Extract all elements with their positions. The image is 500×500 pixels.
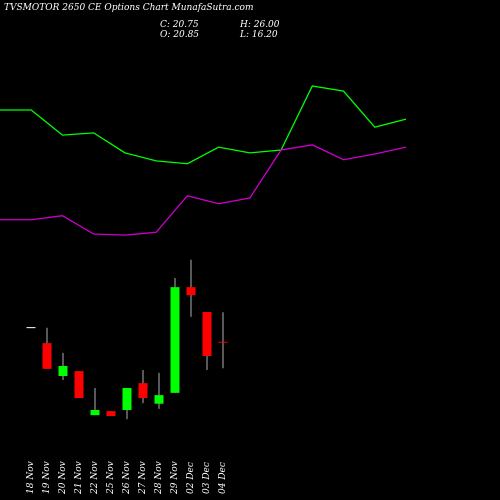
candle-body xyxy=(218,341,228,343)
candle-body xyxy=(154,395,164,404)
candle-body xyxy=(122,388,132,410)
candle-body xyxy=(42,343,52,369)
x-tick-label: 19 Nov xyxy=(42,461,52,494)
x-tick-label: 26 Nov xyxy=(122,461,132,495)
candle-body xyxy=(90,410,100,416)
x-tick-label: 04 Dec xyxy=(218,462,228,494)
x-tick-label: 22 Nov xyxy=(90,461,100,495)
close-label: C: 20.75 xyxy=(160,20,199,30)
x-tick-label: 20 Nov xyxy=(58,461,68,495)
x-tick-label: 18 Nov xyxy=(26,461,36,494)
chart-title: TVSMOTOR 2650 CE Options Chart MunafaSut… xyxy=(4,3,254,13)
candle-body xyxy=(106,411,116,416)
x-tick-label: 03 Dec xyxy=(202,462,212,494)
candle-body xyxy=(202,312,212,356)
x-tick-label: 21 Nov xyxy=(74,461,84,495)
x-tick-label: 25 Nov xyxy=(106,461,116,495)
candle-body xyxy=(26,327,36,329)
candle-body xyxy=(138,383,148,398)
x-tick-label: 29 Nov xyxy=(170,461,180,495)
x-tick-label: 02 Dec xyxy=(186,462,196,494)
x-tick-label: 28 Nov xyxy=(154,461,164,495)
x-tick-label: 27 Nov xyxy=(138,461,148,495)
low-label: L: 16.20 xyxy=(239,30,278,40)
indicator-line xyxy=(0,144,407,236)
candle-body xyxy=(170,287,180,393)
open-label: O: 20.85 xyxy=(160,30,199,40)
indicator-line xyxy=(0,85,407,165)
high-label: H: 26.00 xyxy=(239,20,280,30)
candle-body xyxy=(186,287,196,296)
candle-body xyxy=(74,371,84,398)
candle-body xyxy=(58,366,68,376)
